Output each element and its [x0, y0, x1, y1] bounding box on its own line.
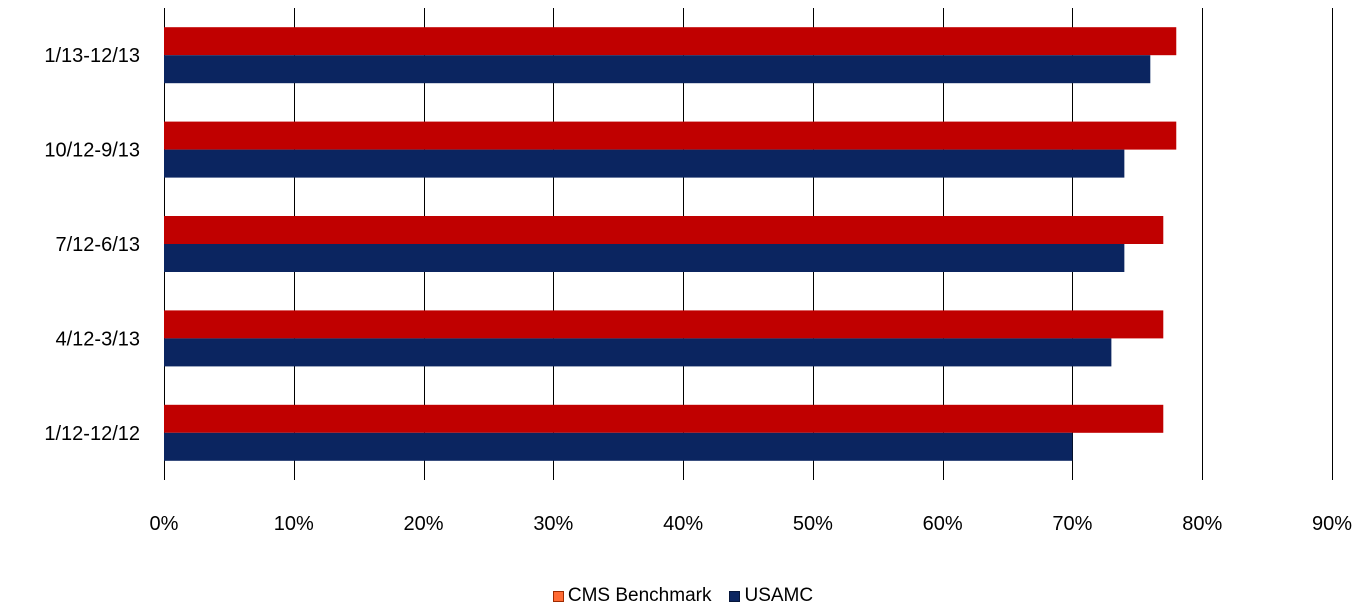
axis-labels: 0% 10% 20% 30% 40% 50% 60% 70% 80% 90% 1/13-12/13 1…	[44, 45, 1352, 535]
bars	[164, 27, 1177, 461]
x-tick-label: 50%	[793, 513, 833, 535]
x-tick-label: 0%	[150, 513, 179, 535]
bar-chart: 0% 10% 20% 30% 40% 50% 60% 70% 80% 90% 1/13-12/13 1…	[44, 8, 1352, 535]
bar-usamc-3	[164, 338, 1112, 367]
legend-label-cms-benchmark: CMS Benchmark	[567, 585, 712, 606]
legend: CMS Benchmark USAMC	[0, 583, 1366, 609]
bar-usamc-4	[164, 432, 1073, 461]
bar-usamc-2	[164, 244, 1125, 272]
bar-cms-benchmark-0	[164, 27, 1177, 56]
legend-item-usamc: USAMC	[729, 585, 813, 607]
legend-swatch-usamc	[729, 590, 741, 602]
x-tick-label: 10%	[274, 513, 314, 535]
bar-cms-benchmark-3	[164, 310, 1164, 339]
bar-cms-benchmark-1	[164, 121, 1177, 150]
x-tick-label: 90%	[1312, 513, 1352, 535]
x-tick-label: 20%	[404, 513, 444, 535]
legend-item-cms-benchmark: CMS Benchmark	[552, 585, 712, 607]
y-tick-label: 7/12-6/13	[55, 234, 140, 256]
y-tick-label: 1/12-12/12	[44, 423, 140, 445]
y-tick-label: 1/13-12/13	[44, 45, 140, 67]
x-tick-label: 30%	[533, 513, 573, 535]
legend-swatch-cms-benchmark	[552, 590, 564, 602]
legend-label-usamc: USAMC	[744, 585, 814, 606]
x-tick-label: 60%	[923, 513, 963, 535]
bar-usamc-0	[164, 55, 1151, 84]
y-tick-label: 4/12-3/13	[55, 328, 140, 350]
bar-cms-benchmark-2	[164, 216, 1164, 244]
x-tick-label: 80%	[1182, 513, 1222, 535]
bar-cms-benchmark-4	[164, 404, 1164, 433]
y-tick-label: 10/12-9/13	[44, 140, 140, 162]
x-tick-label: 40%	[663, 513, 703, 535]
x-tick-label: 70%	[1052, 513, 1092, 535]
bar-usamc-1	[164, 149, 1125, 178]
